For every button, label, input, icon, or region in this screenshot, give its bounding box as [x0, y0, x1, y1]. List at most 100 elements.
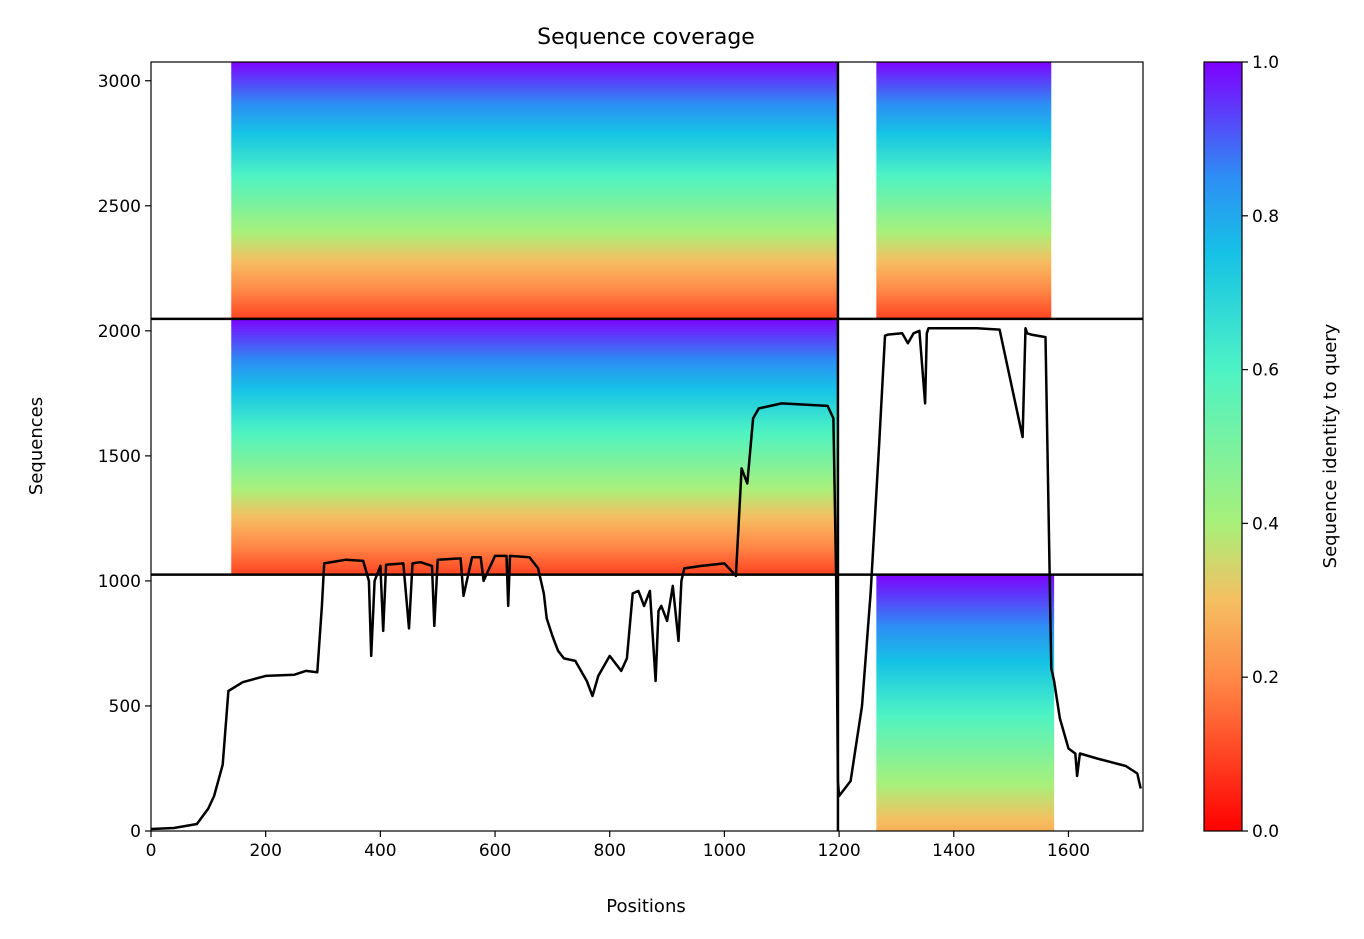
msa-row — [876, 820, 1055, 824]
msa-row — [876, 666, 1055, 671]
msa-row — [231, 372, 838, 376]
msa-row — [876, 759, 1055, 763]
msa-row — [876, 802, 1055, 806]
msa-row — [231, 569, 838, 573]
msa-row — [876, 216, 1052, 220]
msa-row — [231, 110, 838, 114]
msa-row — [876, 613, 1055, 617]
msa-row — [876, 108, 1052, 112]
msa-heatmap — [231, 62, 1055, 831]
msa-row — [231, 74, 838, 78]
msa-row — [876, 162, 1052, 166]
msa-row — [876, 638, 1055, 642]
msa-row — [876, 577, 1055, 581]
msa-row — [231, 408, 838, 412]
msa-row — [231, 469, 838, 473]
msa-row — [231, 485, 838, 489]
y-tick-label: 1000 — [98, 572, 141, 592]
msa-row — [231, 428, 838, 432]
msa-row — [231, 349, 838, 353]
msa-row — [876, 234, 1052, 238]
msa-row — [231, 113, 838, 117]
msa-row — [231, 467, 838, 471]
msa-row — [231, 538, 838, 542]
msa-row — [231, 139, 838, 143]
x-tick-label: 1600 — [1047, 841, 1090, 861]
msa-row — [231, 285, 838, 289]
msa-row — [231, 357, 838, 361]
msa-row — [231, 323, 838, 328]
msa-row — [231, 423, 838, 427]
msa-row — [231, 385, 838, 389]
msa-row — [876, 795, 1055, 799]
msa-row — [231, 549, 838, 553]
msa-row — [231, 69, 838, 73]
msa-row — [876, 149, 1052, 153]
plot-frame — [150, 61, 1144, 832]
colorbar-gradient — [1203, 61, 1243, 832]
y-tick-label: 1500 — [98, 447, 141, 467]
msa-row — [231, 339, 838, 343]
msa-row — [231, 210, 838, 215]
msa-row — [231, 277, 838, 281]
msa-row — [231, 97, 838, 102]
msa-row — [876, 257, 1052, 261]
msa-row — [876, 777, 1055, 781]
msa-row — [876, 579, 1055, 583]
msa-row — [231, 405, 838, 409]
msa-row — [876, 285, 1052, 289]
colorbar-tick-label: 0.0 — [1252, 822, 1279, 842]
msa-row — [876, 818, 1055, 822]
msa-row — [231, 244, 838, 248]
msa-row — [231, 331, 838, 335]
msa-row — [231, 239, 838, 243]
msa-row — [231, 505, 838, 509]
msa-row — [231, 375, 838, 379]
msa-row — [231, 311, 838, 315]
msa-row — [876, 825, 1055, 829]
chart-title: Sequence coverage — [537, 25, 755, 50]
msa-row — [876, 715, 1055, 719]
msa-row — [876, 290, 1052, 294]
msa-row — [876, 64, 1052, 68]
msa-row — [231, 126, 838, 130]
msa-row — [231, 246, 838, 250]
msa-row — [876, 615, 1055, 619]
msa-row — [231, 62, 838, 66]
msa-row — [876, 180, 1052, 184]
x-tick-label: 200 — [249, 841, 281, 861]
msa-row — [231, 359, 838, 363]
x-tick-label: 600 — [479, 841, 511, 861]
msa-row — [876, 610, 1055, 614]
msa-row — [876, 141, 1052, 145]
msa-row — [231, 144, 838, 148]
msa-row — [876, 113, 1052, 117]
msa-row — [231, 344, 838, 348]
msa-row — [876, 669, 1055, 673]
msa-row — [876, 72, 1052, 76]
msa-row — [876, 595, 1055, 599]
msa-row — [876, 172, 1052, 176]
msa-row — [876, 751, 1055, 755]
msa-row — [231, 92, 838, 96]
msa-row — [876, 175, 1052, 179]
msa-row — [231, 252, 838, 256]
msa-row — [876, 723, 1055, 727]
msa-row — [876, 692, 1055, 696]
msa-row — [231, 198, 838, 202]
msa-row — [231, 154, 838, 158]
msa-row — [876, 779, 1055, 783]
msa-row — [876, 123, 1052, 127]
msa-row — [876, 85, 1052, 89]
msa-row — [231, 474, 838, 478]
msa-row — [876, 587, 1055, 591]
msa-row — [231, 223, 838, 227]
msa-row — [231, 503, 838, 507]
msa-row — [231, 526, 838, 530]
msa-row — [231, 377, 838, 381]
msa-row — [231, 118, 838, 122]
msa-row — [231, 421, 838, 425]
msa-row — [876, 743, 1055, 747]
msa-row — [876, 602, 1055, 606]
msa-row — [876, 649, 1055, 653]
